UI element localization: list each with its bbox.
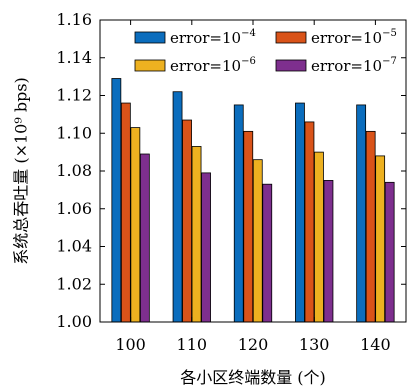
x-tick-label: 100 (115, 335, 146, 354)
legend-label-exponent: −4 (241, 28, 256, 39)
bar-s1-110 (172, 91, 183, 323)
legend-swatch (134, 31, 166, 44)
y-tick-label: 1.16 (56, 10, 92, 29)
bar-s3-110 (191, 146, 202, 323)
legend-label-base: error=10 (170, 57, 241, 75)
bar-s2-120 (243, 130, 254, 323)
legend-swatch (275, 59, 307, 72)
legend-label-base: error=10 (170, 29, 241, 47)
bar-s2-140 (365, 130, 376, 323)
x-tick-label: 110 (177, 335, 208, 354)
x-axis-title: 各小区终端数量 (个) (180, 368, 326, 387)
legend-swatch (275, 31, 307, 44)
bar-s1-120 (233, 104, 244, 323)
y-axis-title: 系统总吞吐量 (×10⁹ bps) (12, 77, 31, 265)
bar-s4-130 (323, 180, 334, 323)
legend-label-exponent: −5 (382, 28, 397, 39)
y-tick-label: 1.08 (56, 161, 92, 180)
legend-label-exponent: −7 (382, 56, 397, 67)
legend-label: error=10−4 (170, 28, 256, 47)
y-tick-label: 1.12 (56, 86, 92, 105)
y-tick-label: 1.06 (56, 199, 92, 218)
legend-label-base: error=10 (311, 57, 382, 75)
x-tick-label: 140 (360, 335, 391, 354)
y-tick-label: 1.02 (56, 274, 92, 293)
bar-s3-120 (252, 159, 263, 323)
bar-s4-120 (262, 183, 273, 323)
bar-s2-100 (120, 102, 131, 323)
y-tick-label: 1.00 (56, 312, 92, 331)
legend-label: error=10−7 (311, 56, 397, 75)
legend-label: error=10−6 (170, 56, 256, 75)
bar-s3-130 (314, 151, 324, 323)
bar-s1-100 (111, 78, 122, 323)
bar-s1-140 (356, 104, 367, 323)
bar-s1-130 (295, 102, 305, 323)
x-tick-label: 120 (238, 335, 269, 354)
bars-group (111, 78, 395, 323)
legend-label-exponent: −6 (241, 56, 256, 67)
axes-group: 1.00 1.02 1.04 1.06 1.08 1.10 1.12 1.14 1.16 100 1… (56, 10, 407, 354)
legend-label: error=10−5 (311, 28, 397, 47)
bar-s4-110 (201, 172, 211, 323)
bar-s2-130 (304, 121, 315, 323)
bar-s3-100 (130, 127, 141, 323)
y-tick-label: 1.10 (56, 123, 92, 142)
bar-s3-140 (375, 155, 386, 323)
bar-s4-140 (384, 181, 395, 323)
legend-swatch (134, 59, 166, 72)
y-tick-label: 1.14 (56, 48, 92, 67)
bar-s2-110 (182, 119, 192, 323)
legend-label-base: error=10 (311, 29, 382, 47)
bar-s4-100 (139, 153, 150, 323)
y-tick-label: 1.04 (56, 237, 92, 256)
x-tick-label: 130 (299, 335, 330, 354)
